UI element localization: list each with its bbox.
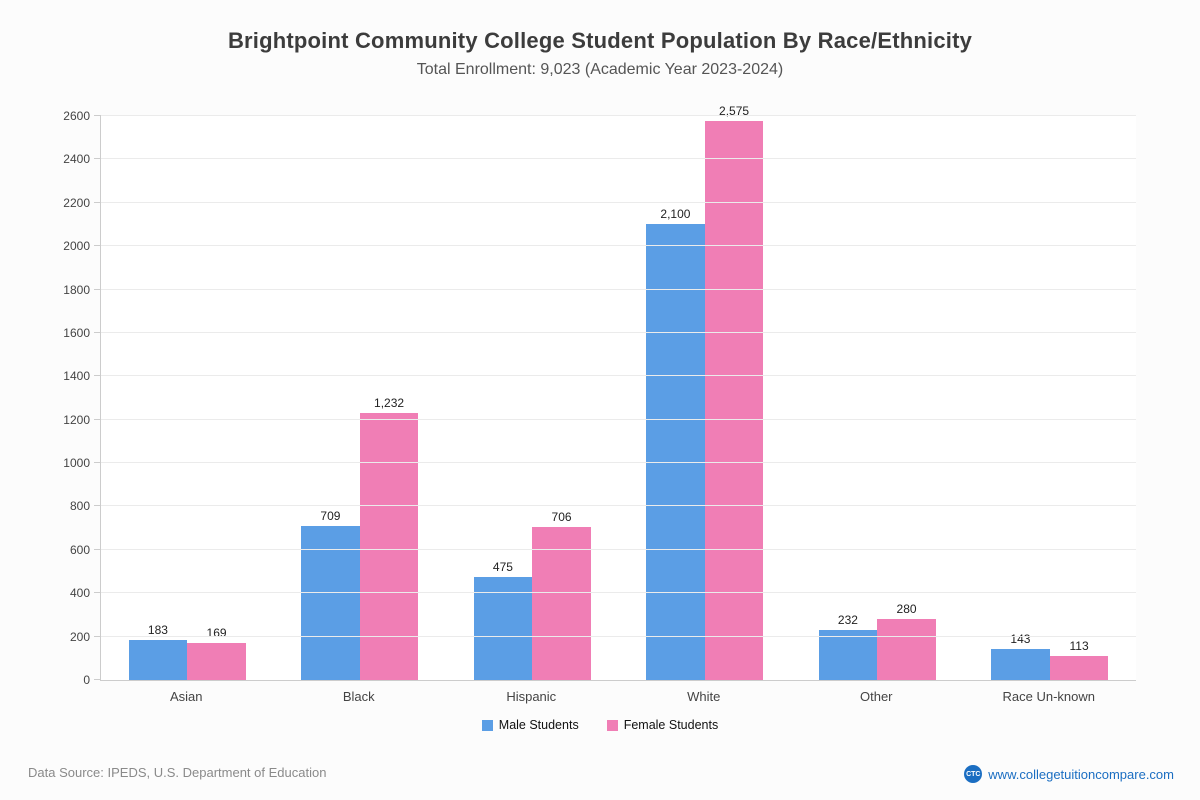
gridline: [101, 505, 1136, 507]
bar-female-students: 1,232: [359, 396, 419, 680]
y-tick-mark: [94, 592, 101, 594]
y-tick-label: 1200: [63, 412, 90, 427]
bar-value-label: 2,575: [719, 104, 750, 119]
y-tick-label: 1600: [63, 325, 90, 340]
bar-group: 475 706: [446, 116, 619, 680]
bar-group: 143 113: [964, 116, 1137, 680]
legend-item-male-students[interactable]: Male Students: [481, 718, 579, 732]
bar-value-label: 113: [1069, 638, 1089, 653]
gridline: [101, 418, 1136, 420]
legend: Male Students Female Students: [0, 718, 1200, 732]
bar-value-label: 475: [492, 559, 513, 574]
gridline: [101, 635, 1136, 637]
bar-group: 232 280: [791, 116, 964, 680]
y-tick-mark: [94, 505, 101, 507]
bar-value-label: 706: [551, 509, 572, 524]
y-tick-mark: [94, 679, 101, 680]
y-tick-label: 2000: [63, 239, 90, 254]
x-axis-labels: Asian Black Hispanic White Other Race Un-know…: [100, 689, 1135, 704]
y-tick-mark: [94, 245, 101, 247]
chart-title: Brightpoint Community College Student Po…: [227, 28, 973, 53]
y-tick-mark: [94, 288, 101, 290]
y-tick-mark: [94, 375, 101, 377]
y-tick-mark: [94, 331, 101, 333]
y-tick-label: 400: [69, 586, 90, 601]
bar-male-students: 2,100: [646, 207, 705, 680]
website-link[interactable]: CTC www.collegetuitioncompare.com: [964, 765, 1174, 783]
chart-subtitle: Total Enrollment: 9,023 (Academic Year 2…: [416, 61, 784, 78]
gridline: [101, 592, 1136, 594]
x-tick-label: White: [687, 689, 721, 704]
y-tick-label: 200: [69, 629, 90, 644]
y-tick-label: 600: [69, 542, 90, 557]
website-link-label: www.collegetuitioncompare.com: [988, 766, 1174, 782]
y-tick-label: 800: [69, 499, 90, 514]
bar-female-students: 2,575: [704, 104, 764, 680]
y-tick-mark: [94, 548, 101, 550]
bar-male-students: 475: [473, 560, 533, 680]
plot-area: 183 169 709 1,232 475 706 2,100 2,575 232 280 143 1…: [94, 104, 1137, 681]
bar-value-label: 280: [896, 602, 917, 617]
gridline: [101, 201, 1136, 203]
bar-value-label: 1,232: [374, 395, 405, 410]
gridline: [101, 115, 1136, 116]
y-tick-mark: [94, 635, 101, 637]
gridline: [101, 375, 1136, 377]
ctc-logo-icon: CTC: [964, 765, 983, 783]
y-tick-mark: [94, 158, 101, 160]
bar-female-students: 169: [187, 626, 246, 680]
bar-value-label: 232: [837, 612, 858, 627]
gridline: [101, 462, 1136, 464]
bar-value-label: 2,100: [660, 207, 691, 222]
x-tick-label: Hispanic: [506, 689, 557, 704]
bar-value-label: 183: [147, 623, 168, 638]
y-tick-label: 1400: [63, 369, 90, 384]
y-tick-mark: [94, 418, 101, 420]
x-tick-label: Other: [859, 689, 893, 704]
bar-female-students: 706: [532, 510, 591, 680]
y-tick-label: 0: [83, 673, 90, 687]
bar-male-students: 709: [301, 509, 360, 680]
bar-group: 183 169: [101, 116, 274, 680]
gridline: [101, 158, 1136, 160]
gridline: [101, 245, 1136, 247]
data-source-text: Data Source: IPEDS, U.S. Department of E…: [28, 765, 327, 780]
bar-male-students: 232: [818, 613, 878, 680]
gridline: [101, 331, 1136, 333]
gridline: [101, 548, 1136, 550]
bar-value-label: 709: [320, 509, 341, 524]
x-tick-label: Black: [342, 689, 375, 704]
y-tick-label: 2600: [63, 109, 90, 123]
y-tick-mark: [94, 115, 101, 116]
legend-item-female-students[interactable]: Female Students: [606, 718, 719, 732]
legend-label: Female Students: [623, 718, 719, 732]
y-tick-mark: [94, 201, 101, 203]
bar-value-label: 143: [1010, 631, 1031, 646]
bar-female-students: 280: [877, 602, 936, 680]
bar-group: 2,100 2,575: [619, 104, 792, 680]
x-tick-label: Race Un-known: [1002, 689, 1096, 704]
legend-label: Male Students: [498, 718, 579, 732]
y-tick-mark: [94, 462, 101, 464]
y-axis-labels: 0 200 400 600 800 1000 1200 1400 1600 1800 2000 220…: [0, 109, 90, 687]
bar-groups: 183 169 709 1,232 475 706 2,100 2,575 232 280 143 1…: [101, 104, 1137, 680]
y-tick-label: 1000: [63, 456, 90, 471]
y-tick-label: 1800: [63, 282, 90, 297]
bar-female-students: 113: [1049, 639, 1109, 680]
bar-male-students: 143: [991, 632, 1050, 680]
x-tick-label: Asian: [169, 689, 203, 704]
gridline: [101, 288, 1136, 290]
legend-swatch-icon: [606, 719, 618, 731]
bar-male-students: 183: [128, 623, 188, 680]
bar-value-label: 169: [206, 626, 227, 641]
y-tick-label: 2200: [63, 195, 90, 210]
legend-swatch-icon: [481, 719, 493, 731]
bar-group: 709 1,232: [274, 116, 447, 680]
y-tick-label: 2400: [63, 152, 90, 167]
